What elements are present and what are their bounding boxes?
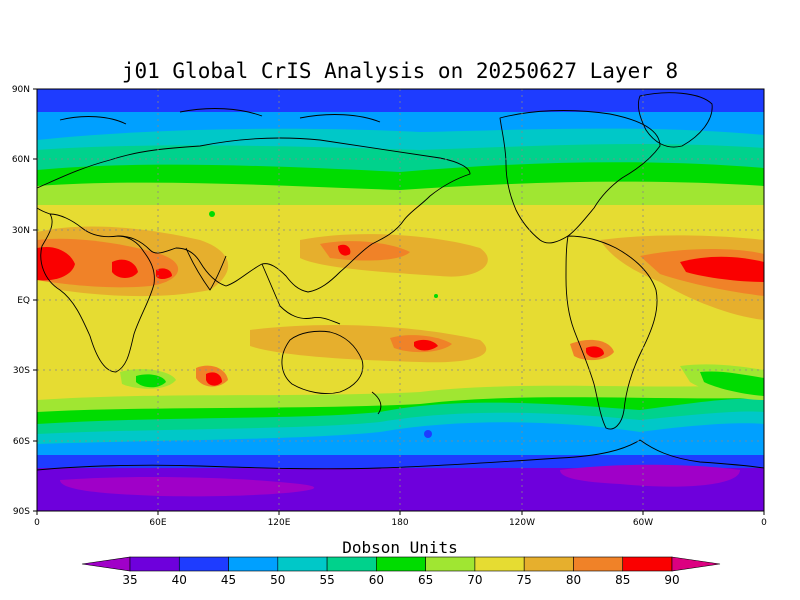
colorbar (81, 556, 721, 572)
colorbar-level-label: 70 (467, 573, 482, 587)
lon-label: 180 (391, 518, 408, 528)
coast-greenland (637, 92, 713, 148)
colorbar-swatch (376, 556, 426, 572)
lon-label: 60E (149, 518, 166, 528)
lat-label: 90N (12, 85, 30, 95)
colorbar-high-triangle (671, 556, 721, 572)
colorbar-level-label: 35 (122, 573, 137, 587)
colorbar-low-triangle (81, 556, 131, 572)
lat-label: EQ (17, 296, 30, 306)
colorbar-swatch (474, 556, 525, 572)
coast-southeast-asia (261, 263, 341, 325)
colorbar-level-label: 45 (221, 573, 236, 587)
colorbar-title: Dobson Units (342, 538, 458, 557)
coastlines (37, 92, 764, 471)
lon-label: 120E (268, 518, 291, 528)
colorbar-level-label: 75 (517, 573, 532, 587)
colorbar-swatch (277, 556, 328, 572)
colorbar-swatch (425, 556, 476, 572)
colorbar-swatch (326, 556, 377, 572)
colorbar-swatch (178, 556, 229, 572)
lat-label: 60N (12, 155, 30, 165)
lon-label: 60W (633, 518, 653, 528)
patch-80-south-pacific (250, 325, 487, 363)
coast-new-zealand (371, 391, 382, 415)
patch-90-atlantic (680, 256, 764, 282)
colorbar-swatch (622, 556, 673, 572)
colorbar-level-label: 50 (270, 573, 285, 587)
lat-label: 30N (12, 226, 30, 236)
lon-label: 0 (761, 518, 767, 528)
lon-label: 0 (34, 518, 40, 528)
gridlines (37, 89, 764, 511)
colorbar-level-label: 80 (566, 573, 581, 587)
longitude-labels: 0 60E 120E 180 120W 60W 0 (34, 518, 767, 528)
colorbar-swatch (523, 556, 574, 572)
lat-label: 60S (13, 437, 30, 447)
coast-africa (40, 213, 155, 373)
band-35-south (60, 477, 315, 497)
colorbar-labels: 35 40 45 50 55 60 65 70 75 80 85 90 (122, 573, 679, 587)
coast-europe-asia (37, 137, 471, 293)
coast-north-america (499, 110, 661, 244)
colorbar-level-label: 55 (319, 573, 334, 587)
coast-south-america (565, 235, 658, 430)
latitude-labels: 90N 60N 30N EQ 30S 60S 90S (12, 85, 30, 517)
coast-australia (281, 330, 364, 395)
coast-india (185, 247, 227, 291)
lat-label: 30S (13, 366, 30, 376)
patch-90-africa (37, 246, 75, 281)
tick-marks (33, 88, 765, 515)
coast-arctic-islands (59, 108, 381, 125)
colorbar-swatch (228, 556, 279, 572)
colorbar-swatch (129, 556, 180, 572)
colorbar-level-label: 65 (418, 573, 433, 587)
lon-label: 120W (509, 518, 535, 528)
colorbar-level-label: 60 (369, 573, 384, 587)
coast-antarctica (37, 439, 764, 471)
colorbar-level-label: 40 (172, 573, 187, 587)
lat-label: 90S (13, 507, 30, 517)
colorbar-level-label: 85 (615, 573, 630, 587)
colorbar-level-label: 90 (664, 573, 679, 587)
map-title: j01 Global CrIS Analysis on 20250627 Lay… (122, 59, 678, 83)
colorbar-swatch (573, 556, 624, 572)
